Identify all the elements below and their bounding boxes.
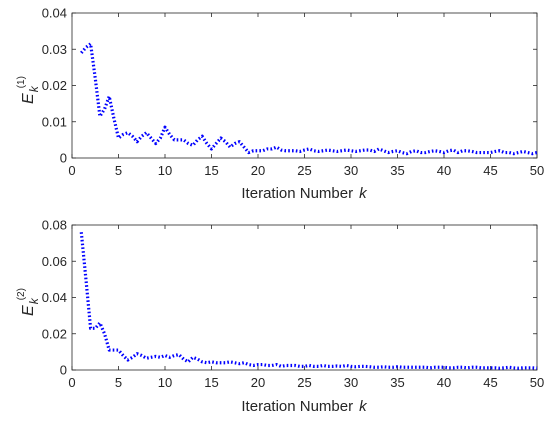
x-tick-label: 5 (115, 163, 122, 178)
chart-panel-1: 0 0.01 0.02 0.03 0.04 0 5 10 15 20 25 30 35 40 45 50 I… (16, 6, 544, 203)
y-axis-label: Ek(2) (16, 288, 41, 316)
x-tick-label: 25 (297, 375, 311, 390)
y-tick-label: 0.04 (42, 290, 67, 305)
x-tick-label: 40 (437, 163, 451, 178)
x-tick-label: 15 (204, 163, 218, 178)
y-tick-labels: 0 0.02 0.04 0.06 0.08 (42, 218, 537, 378)
x-tick-label: 40 (437, 375, 451, 390)
y-tick-label: 0.02 (42, 326, 67, 341)
x-tick-label: 20 (251, 163, 265, 178)
series-line (80, 42, 538, 156)
x-axis-label: Iteration Number k (241, 185, 368, 202)
x-tick-label: 20 (251, 375, 265, 390)
x-tick-label: 35 (390, 375, 404, 390)
y-tick-label: 0.08 (42, 218, 67, 233)
y-tick-label: 0.01 (42, 114, 67, 129)
x-tick-label: 30 (344, 163, 358, 178)
y-tick-label: 0.04 (42, 6, 67, 21)
chart-panel-2: 0 0.02 0.04 0.06 0.08 0 5 10 15 20 25 30 35 40 45 50 I… (16, 218, 544, 416)
x-tick-label: 45 (483, 375, 497, 390)
x-tick-label: 5 (115, 375, 122, 390)
x-tick-label: 0 (68, 163, 75, 178)
x-tick-label: 25 (297, 163, 311, 178)
x-tick-label: 30 (344, 375, 358, 390)
x-axis-label: Iteration Number k (241, 398, 368, 415)
x-tick-label: 0 (68, 375, 75, 390)
x-tick-label: 35 (390, 163, 404, 178)
x-tick-labels: 0 5 10 15 20 25 30 35 40 45 50 (68, 225, 544, 390)
y-tick-labels: 0 0.01 0.02 0.03 0.04 (42, 6, 537, 166)
plot-area-frame (71, 224, 538, 371)
x-tick-label: 10 (158, 375, 172, 390)
y-axis-label: Ek(1) (16, 76, 41, 104)
x-tick-label: 50 (530, 375, 544, 390)
y-tick-label: 0.02 (42, 78, 67, 93)
plot-area-frame (71, 12, 538, 159)
y-tick-label: 0.06 (42, 254, 67, 269)
x-tick-label: 10 (158, 163, 172, 178)
x-tick-label: 50 (530, 163, 544, 178)
x-tick-label: 45 (483, 163, 497, 178)
y-tick-label: 0 (60, 363, 67, 378)
y-tick-label: 0.03 (42, 42, 67, 57)
x-tick-labels: 0 5 10 15 20 25 30 35 40 45 50 (68, 13, 544, 178)
y-tick-label: 0 (60, 151, 67, 166)
series-line (79, 232, 538, 370)
x-tick-label: 15 (204, 375, 218, 390)
